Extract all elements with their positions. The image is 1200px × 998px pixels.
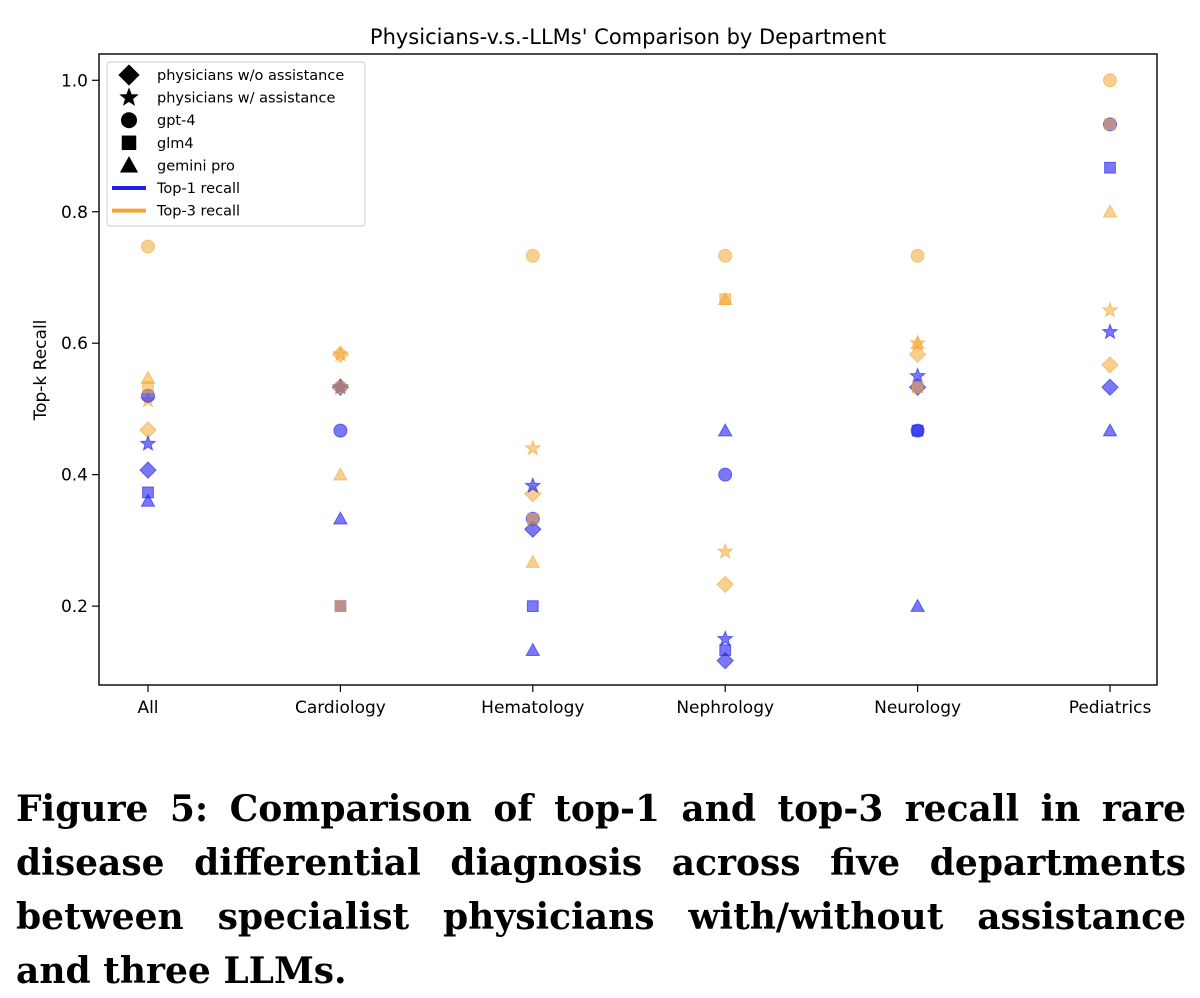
y-axis-label: Top-k Recall — [31, 320, 51, 422]
point-square-top3-hematology — [526, 512, 539, 525]
point-diamond-top3-neurology — [908, 345, 927, 364]
point-square-top1-nephrology — [719, 644, 732, 657]
x-tick-label: All — [137, 698, 158, 718]
x-tick-label: Nephrology — [676, 698, 774, 718]
point-square-top1-neurology — [911, 424, 924, 437]
point-diamond-top3-nephrology — [716, 575, 734, 594]
x-tick-label: Hematology — [481, 698, 584, 718]
point-triangle-top3-cardiology — [332, 467, 348, 481]
legend-star-icon — [119, 87, 139, 106]
plot-frame — [98, 53, 1158, 686]
legend-label: glm4 — [157, 136, 194, 152]
y-tick-label: 0.4 — [61, 466, 88, 486]
point-circle-top3-neurology — [910, 248, 925, 263]
legend-square-icon — [121, 135, 137, 151]
point-circle-top3-all — [141, 239, 155, 254]
point-circle-top3-nephrology — [718, 248, 733, 263]
legend-label: Top-3 recall — [156, 204, 240, 220]
y-tick-label: 0.6 — [61, 334, 88, 354]
y-tick-label: 1.0 — [61, 71, 88, 91]
point-square-top3-pediatrics — [1104, 118, 1116, 131]
point-diamond-top1-all — [139, 461, 157, 479]
point-square-top1-pediatrics — [1104, 161, 1116, 174]
point-star-top1-hematology — [524, 476, 542, 494]
legend-label: physicians w/o assistance — [157, 68, 344, 84]
chart-title: Physicians-v.s.-LLMs' Comparison by Depa… — [370, 25, 886, 49]
figure: Physicians-v.s.-LLMs' Comparison by Depa… — [31, 25, 1158, 718]
point-star-top3-cardiology — [331, 345, 350, 362]
legend-label: Top-1 recall — [156, 181, 240, 197]
point-triangle-top1-all — [140, 493, 156, 507]
point-circle-top3-hematology — [525, 248, 540, 263]
legend: physicians w/o assistance physicians w/ a… — [106, 61, 366, 227]
legend-circle-icon — [121, 112, 137, 129]
point-triangle-top3-hematology — [525, 554, 541, 568]
point-circle-top1-nephrology — [718, 467, 733, 482]
point-circle-top3-pediatrics — [1103, 73, 1117, 88]
point-diamond-top1-hematology — [524, 520, 542, 538]
legend-triangle-icon — [119, 156, 139, 173]
point-triangle-top3-nephrology — [717, 291, 733, 305]
point-triangle-top1-pediatrics — [1102, 422, 1118, 437]
legend-label: gemini pro — [157, 158, 235, 174]
legend-box — [106, 61, 366, 227]
point-star-top1-neurology — [908, 366, 927, 384]
point-star-top3-pediatrics — [1101, 301, 1119, 318]
y-tick-label: 0.2 — [61, 597, 88, 617]
y-tick-label: 0.8 — [61, 203, 88, 223]
point-triangle-top3-all — [140, 370, 156, 384]
x-tick-label: Neurology — [874, 698, 961, 718]
point-square-top3-neurology — [911, 381, 924, 394]
x-tick-label: Pediatrics — [1069, 698, 1152, 718]
plot-area: 0.2 0.4 0.6 0.8 1.0 All Cardiology Hematology Ne… — [61, 53, 1158, 718]
point-diamond-top1-pediatrics — [1101, 378, 1119, 397]
legend-diamond-icon — [118, 64, 140, 86]
point-star-top1-nephrology — [716, 629, 734, 647]
point-circle-top3-cardiology — [333, 380, 348, 395]
point-star-top1-all — [139, 434, 157, 452]
figure-caption: Figure 5: Comparison of top-1 and top-3 … — [16, 788, 1186, 992]
point-star-top1-pediatrics — [1101, 322, 1119, 340]
point-star-top3-hematology — [524, 439, 542, 456]
point-diamond-top3-pediatrics — [1101, 356, 1119, 374]
point-diamond-top1-nephrology — [716, 651, 734, 670]
point-triangle-top3-pediatrics — [1102, 204, 1118, 218]
point-star-top3-nephrology — [716, 542, 734, 559]
point-circle-top1-cardiology — [333, 423, 348, 438]
point-triangle-top1-neurology — [910, 598, 926, 612]
chart: Physicians-v.s.-LLMs' Comparison by Depa… — [31, 25, 1158, 718]
point-triangle-top3-neurology — [910, 335, 926, 349]
point-triangle-top1-nephrology — [717, 422, 733, 437]
point-square-top1-hematology — [526, 600, 539, 613]
x-tick-label: Cardiology — [295, 698, 386, 718]
point-triangle-top1-hematology — [525, 642, 541, 656]
point-triangle-top1-cardiology — [332, 511, 348, 525]
point-square-top3-cardiology — [334, 600, 347, 613]
legend-label: gpt-4 — [157, 113, 196, 129]
legend-label: physicians w/ assistance — [157, 91, 335, 107]
